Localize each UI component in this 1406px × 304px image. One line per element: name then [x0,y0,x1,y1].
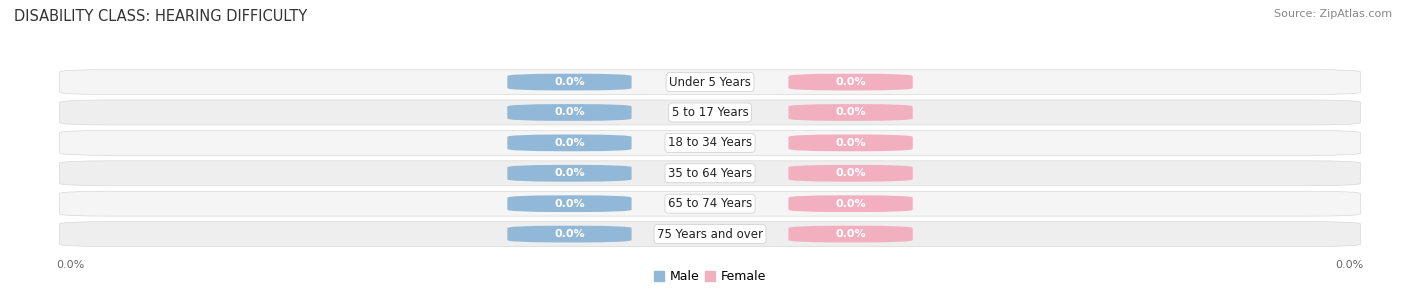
FancyBboxPatch shape [59,161,1361,186]
Text: Under 5 Years: Under 5 Years [669,76,751,88]
Text: 0.0%: 0.0% [554,199,585,209]
Text: 0.0%: 0.0% [835,199,866,209]
Text: 0.0%: 0.0% [554,229,585,239]
FancyBboxPatch shape [508,226,631,243]
FancyBboxPatch shape [789,226,912,243]
FancyBboxPatch shape [508,165,631,182]
Text: 75 Years and over: 75 Years and over [657,228,763,240]
FancyBboxPatch shape [508,104,631,121]
FancyBboxPatch shape [789,165,912,182]
Text: 0.0%: 0.0% [554,108,585,117]
Text: 18 to 34 Years: 18 to 34 Years [668,136,752,149]
Text: DISABILITY CLASS: HEARING DIFFICULTY: DISABILITY CLASS: HEARING DIFFICULTY [14,9,308,24]
FancyBboxPatch shape [789,134,912,151]
FancyBboxPatch shape [59,191,1361,216]
FancyBboxPatch shape [508,195,631,212]
Text: 5 to 17 Years: 5 to 17 Years [672,106,748,119]
Text: 65 to 74 Years: 65 to 74 Years [668,197,752,210]
FancyBboxPatch shape [789,74,912,91]
FancyBboxPatch shape [789,195,912,212]
FancyBboxPatch shape [59,100,1361,125]
FancyBboxPatch shape [508,134,631,151]
Text: 0.0%: 0.0% [554,77,585,87]
Text: 0.0%: 0.0% [835,138,866,148]
Text: 0.0%: 0.0% [835,229,866,239]
Legend: Male, Female: Male, Female [654,270,766,283]
FancyBboxPatch shape [59,130,1361,155]
FancyBboxPatch shape [59,70,1361,95]
Text: 0.0%: 0.0% [835,108,866,117]
Text: 0.0%: 0.0% [56,260,84,270]
FancyBboxPatch shape [789,104,912,121]
Text: 0.0%: 0.0% [835,77,866,87]
Text: 0.0%: 0.0% [554,168,585,178]
Text: 0.0%: 0.0% [835,168,866,178]
FancyBboxPatch shape [508,74,631,91]
Text: 35 to 64 Years: 35 to 64 Years [668,167,752,180]
Text: 0.0%: 0.0% [1336,260,1364,270]
Text: 0.0%: 0.0% [554,138,585,148]
FancyBboxPatch shape [59,222,1361,247]
Text: Source: ZipAtlas.com: Source: ZipAtlas.com [1274,9,1392,19]
